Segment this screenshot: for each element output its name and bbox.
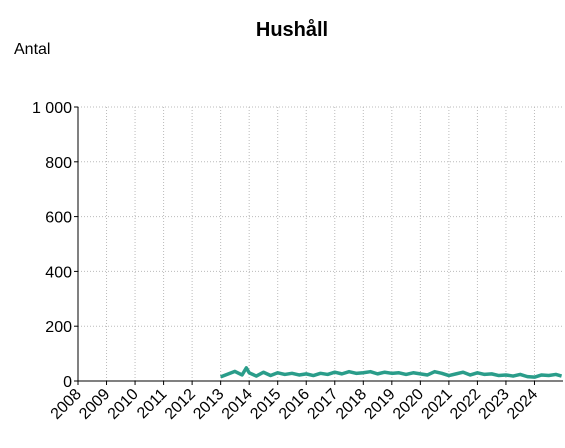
y-tick-label: 400 (45, 264, 72, 281)
x-tick-label: 2021 (419, 386, 456, 423)
x-tick-label: 2023 (476, 386, 513, 423)
x-tick-label: 2009 (76, 386, 113, 423)
x-tick-label: 2020 (390, 386, 427, 423)
x-tick-label: 2014 (219, 386, 256, 423)
y-tick-label: 0 (63, 374, 72, 391)
x-tick-label: 2011 (134, 386, 170, 422)
y-tick-label: 600 (45, 210, 72, 227)
x-tick-label: 2017 (304, 386, 341, 423)
x-tick-label: 2013 (190, 386, 227, 423)
series-line (220, 366, 563, 379)
x-tick-label: 2012 (162, 386, 199, 423)
y-tick-label: 1 000 (32, 100, 72, 117)
chart-title: Hushåll (256, 18, 328, 41)
x-tick-label: 2016 (276, 386, 313, 423)
x-tick-label: 2024 (504, 386, 541, 423)
y-tick-label: 200 (45, 319, 72, 336)
x-tick-label: 2015 (247, 386, 284, 423)
y-axis-label: Antal (14, 41, 50, 58)
x-tick-label: 2018 (333, 386, 370, 423)
x-tick-label: 2019 (361, 386, 398, 423)
x-tick-label: 2008 (48, 386, 85, 423)
y-tick-label: 800 (45, 155, 72, 172)
x-tick-label: 2022 (447, 386, 484, 423)
x-tick-label: 2010 (105, 386, 142, 423)
